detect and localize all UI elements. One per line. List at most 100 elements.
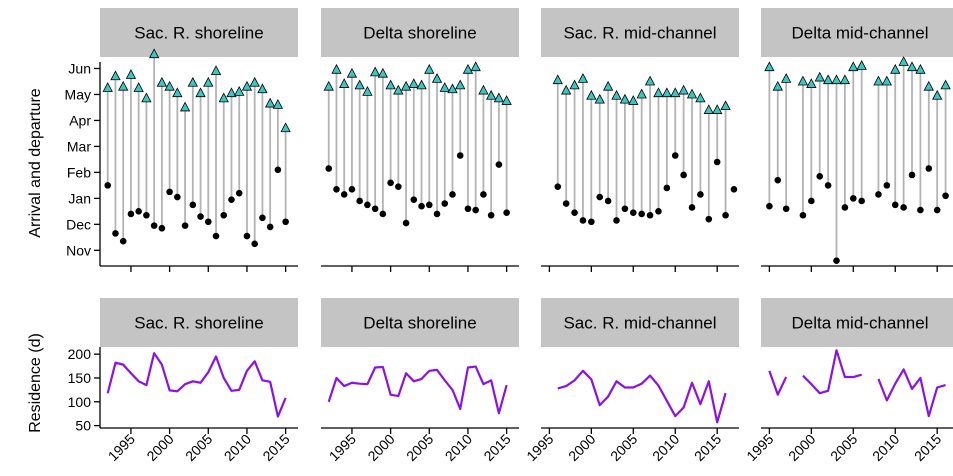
y-tick-label: 50 (75, 418, 91, 434)
departure-marker (408, 78, 419, 88)
departure-marker (586, 89, 597, 100)
departure-marker (354, 79, 365, 90)
residence-line (106, 352, 287, 418)
arrival-point (480, 191, 487, 198)
x-tick-label: 2010 (442, 431, 475, 464)
departure-marker (890, 63, 901, 74)
arrival-point (688, 204, 696, 211)
arrival-point (638, 210, 645, 218)
arrival-point (204, 218, 212, 226)
departure-marker (447, 83, 458, 94)
departure-marker (501, 95, 512, 105)
departure-marker (346, 67, 358, 78)
arrival-point (562, 200, 570, 207)
departure-marker (797, 75, 809, 86)
arrival-point (588, 218, 595, 226)
facet-strip (541, 8, 739, 57)
y-tick-label: Apr (69, 112, 91, 128)
departure-marker (915, 63, 926, 74)
arrival-point (472, 206, 479, 214)
arrival-point (808, 197, 815, 205)
y-tick-label: May (65, 86, 91, 102)
facet-strip (321, 8, 519, 57)
facet-title: Sac. R. shoreline (134, 24, 263, 43)
arrival-point (387, 179, 394, 187)
departure-marker (424, 63, 435, 74)
departure-marker (881, 75, 893, 86)
panel-residence-3: Delta mid-channel 1995 2000 2005 2010 2015 (743, 298, 953, 464)
arrival-point (621, 205, 629, 213)
departure-marker (485, 89, 497, 100)
x-tick-label: 2010 (869, 431, 902, 464)
departure-marker (218, 92, 229, 103)
arrival-point (900, 204, 907, 211)
x-tick-label: 1995 (743, 431, 776, 464)
departure-marker (932, 89, 943, 100)
x-tick-label: 2005 (182, 431, 215, 464)
bottom-y-axis-label: Residence (d) (27, 333, 44, 433)
residence-line (877, 368, 946, 418)
arrival-point (212, 232, 220, 240)
departure-marker (385, 79, 396, 90)
departure-marker (393, 84, 404, 95)
arrival-point (596, 193, 604, 201)
arrival-point (197, 213, 204, 220)
facet-strip (761, 8, 953, 57)
arrival-point (655, 208, 662, 215)
arrival-point (697, 191, 704, 198)
departure-marker (628, 95, 639, 105)
departure-marker (670, 87, 681, 98)
panel-residence-1: Delta shoreline 1995 2000 2005 2010 2015 (321, 298, 519, 464)
arrival-point (379, 210, 387, 218)
x-tick-label: 1995 (105, 431, 138, 464)
arrival-point (441, 200, 449, 207)
departure-marker (377, 67, 389, 78)
arrival-point (663, 184, 671, 192)
departure-marker (133, 82, 144, 92)
arrival-point (166, 188, 173, 196)
arrival-point (646, 211, 654, 219)
departure-marker (940, 79, 951, 90)
departure-marker (362, 86, 373, 96)
departure-marker (331, 63, 342, 74)
departure-marker (619, 93, 631, 104)
departure-marker (462, 63, 474, 74)
departure-marker (455, 79, 466, 90)
arrival-point (325, 165, 333, 172)
arrival-point (833, 257, 840, 265)
arrival-point (150, 222, 158, 229)
y-tick-label: Jan (68, 190, 91, 206)
x-tick-label: 2005 (827, 431, 860, 464)
arrival-point (579, 217, 587, 224)
arrival-point (371, 205, 379, 213)
departure-marker (172, 87, 183, 98)
departure-marker (561, 84, 572, 95)
arrival-point (243, 232, 251, 240)
departure-marker (594, 93, 605, 104)
departure-marker (577, 73, 589, 83)
x-tick-label: 2000 (785, 431, 818, 464)
arrival-point (841, 204, 849, 211)
departure-marker (906, 61, 918, 72)
arrival-point (456, 152, 464, 159)
arrival-point (782, 205, 790, 213)
departure-marker (839, 74, 851, 85)
departure-marker (164, 80, 175, 91)
arrival-point (554, 183, 562, 190)
arrival-point (917, 206, 924, 214)
y-tick-label: Feb (67, 164, 91, 180)
arrival-point (143, 211, 150, 219)
departure-marker (439, 82, 450, 92)
arrival-point (282, 218, 289, 226)
arrival-point (333, 185, 340, 193)
arrival-point (464, 205, 472, 213)
arrival-point (112, 230, 119, 237)
departure-marker (923, 80, 934, 91)
arrival-point (104, 182, 112, 189)
departure-marker (695, 92, 706, 103)
departure-marker (814, 71, 825, 82)
arrival-point (613, 217, 620, 224)
departure-marker (210, 65, 222, 75)
arrival-point (713, 158, 721, 166)
arrival-point (875, 191, 882, 198)
